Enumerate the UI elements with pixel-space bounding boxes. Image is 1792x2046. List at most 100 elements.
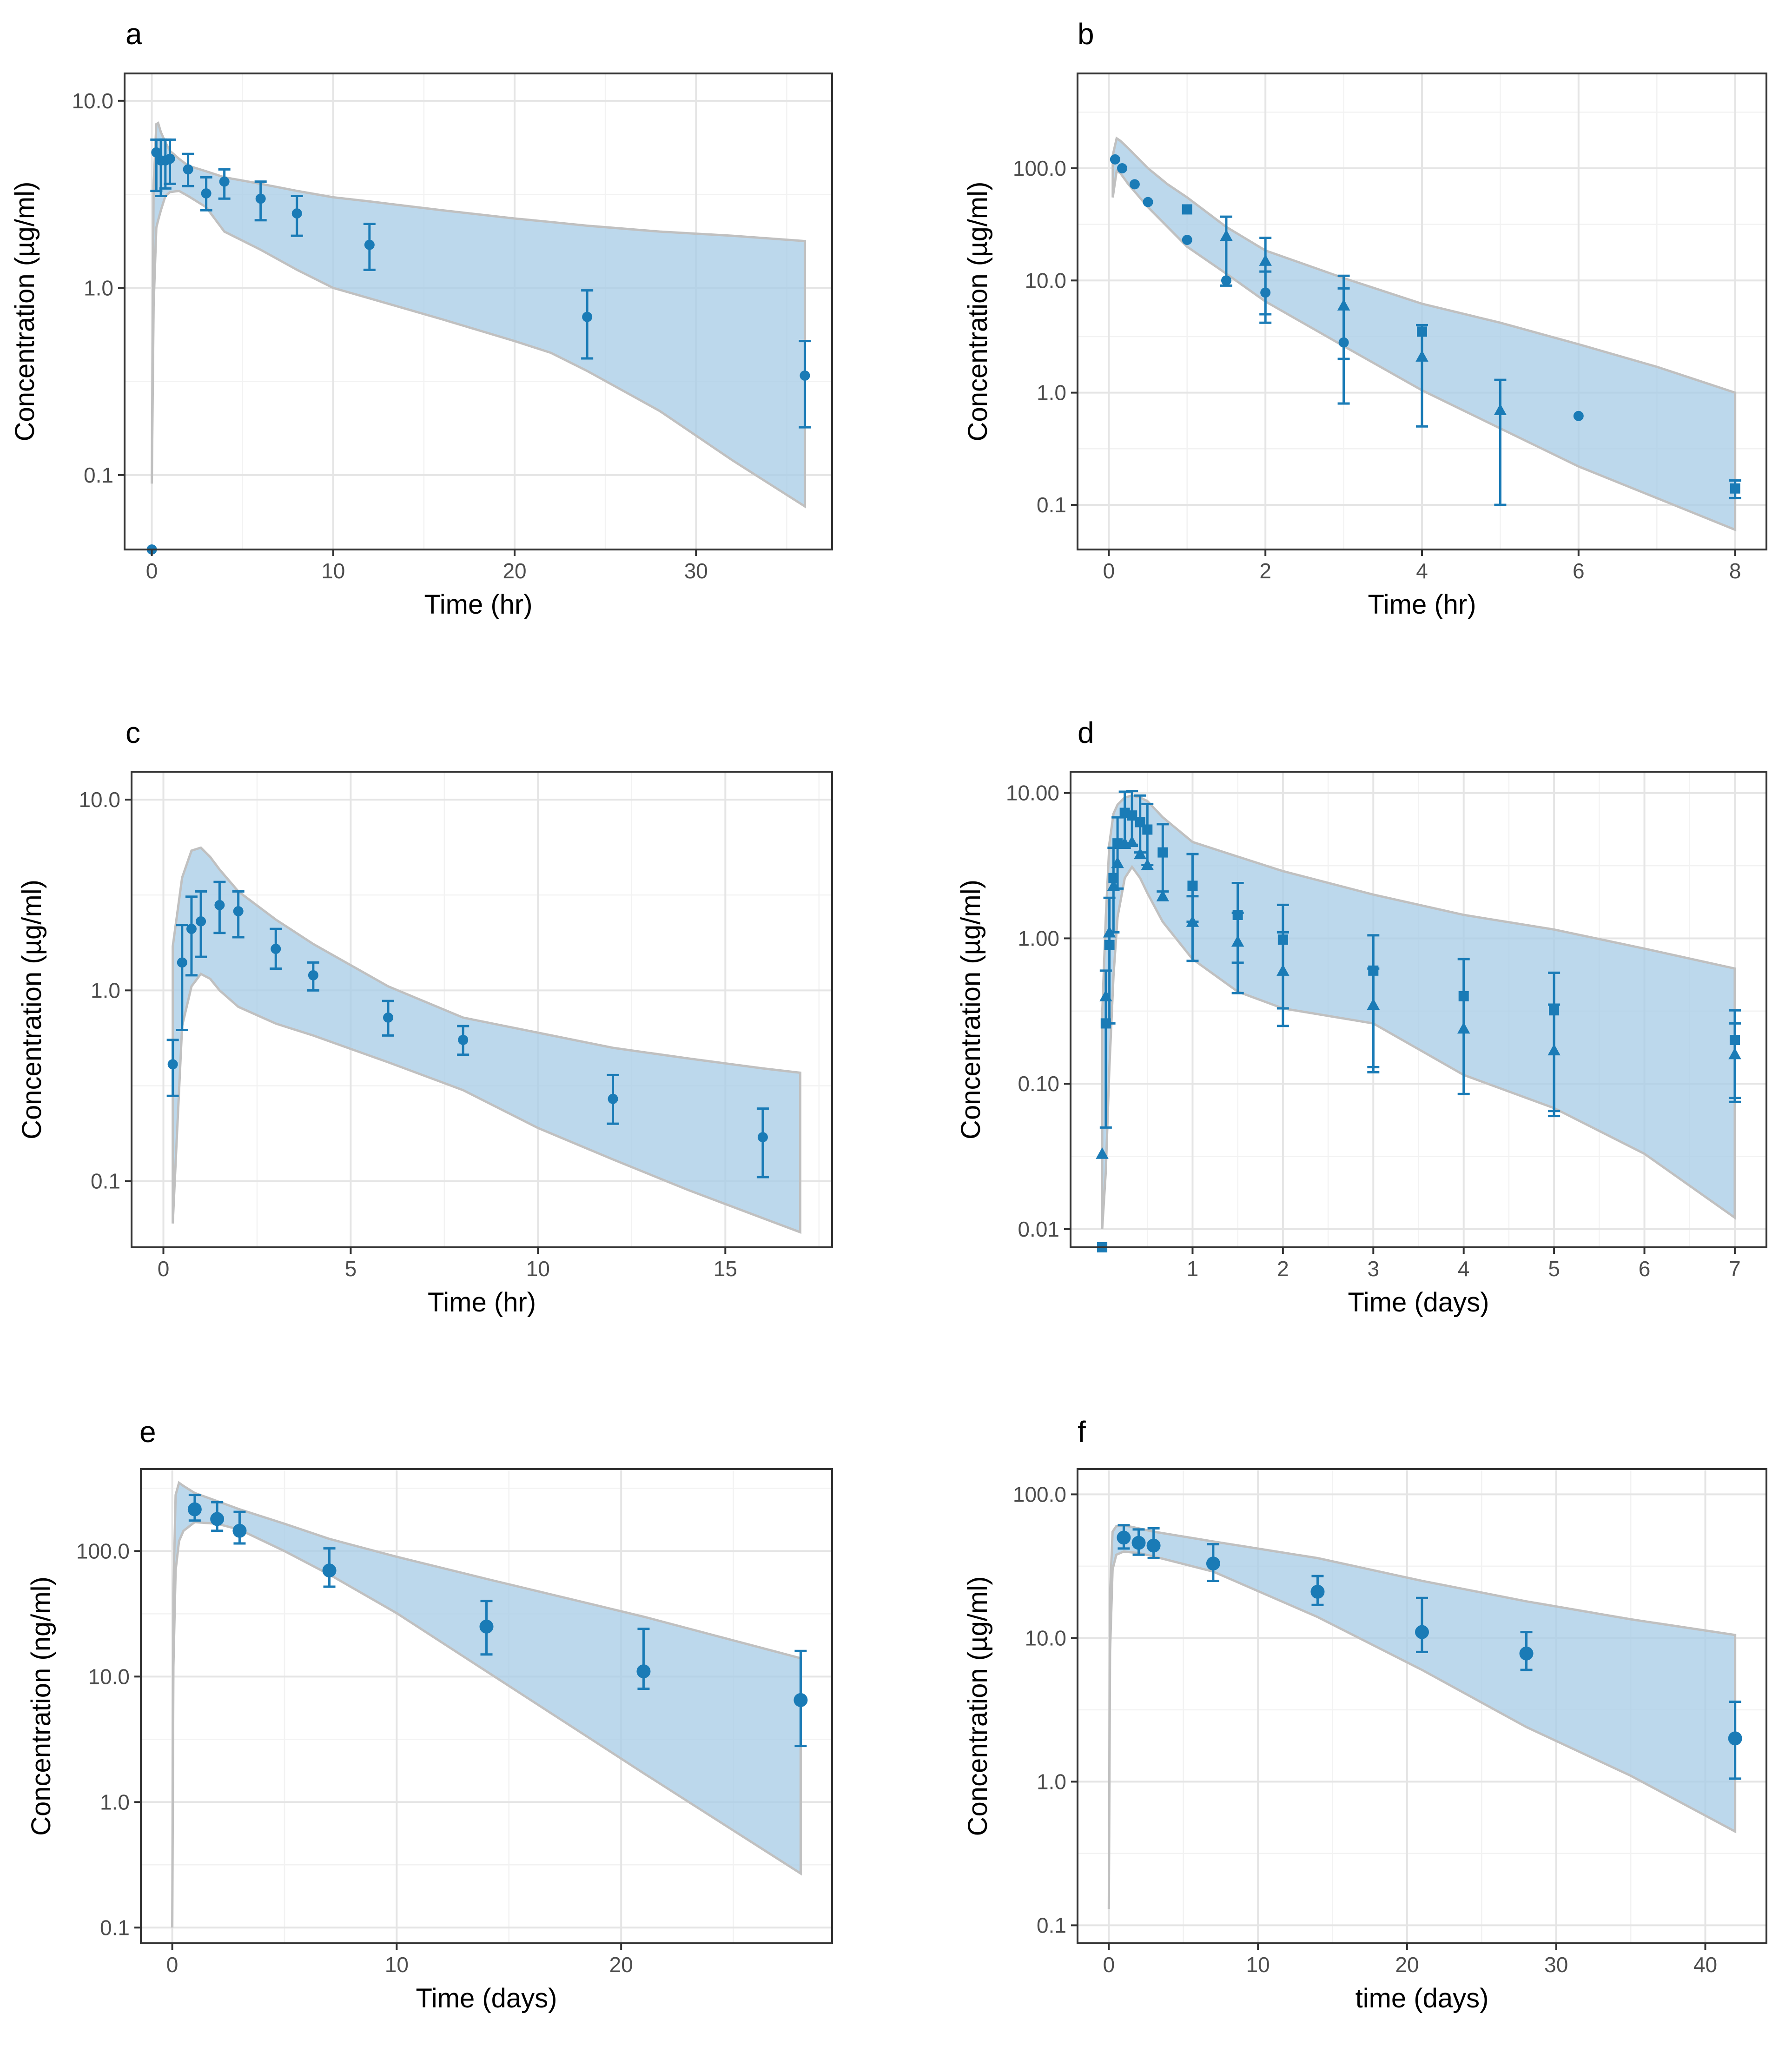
panel-a: 0 10 20 30 0.1 1.0 10.0 Time (hr) Concentration …: [10, 17, 833, 620]
data-point: [232, 1523, 247, 1538]
x-tick-label: 20: [503, 559, 526, 583]
data-point: [1519, 1646, 1534, 1661]
y-tick-label: 100.0: [1013, 1482, 1066, 1506]
data-point: [322, 1563, 337, 1578]
data-point: [1415, 1625, 1429, 1639]
panel-b: 0 2 4 6 8 0.1 1.0 10.0 100.0 Time (hr) Concentrati…: [963, 17, 1767, 620]
x-tick-label: 20: [1395, 1953, 1419, 1977]
x-tick-label: 5: [1548, 1257, 1560, 1281]
data-point: [151, 147, 162, 158]
data-point: [1206, 1556, 1220, 1571]
y-tick-label: 1.0: [100, 1790, 130, 1814]
data-point-square: [1127, 810, 1137, 821]
y-tick-label: 0.10: [1018, 1072, 1059, 1096]
x-tick-label: 4: [1458, 1257, 1470, 1281]
data-point: [794, 1693, 808, 1707]
data-point-square: [1108, 873, 1119, 883]
y-tick-label: 1.0: [84, 276, 113, 300]
data-point-square: [1458, 991, 1469, 1001]
panel-d: 1 2 3 4 5 6 7 0.01 0.10 1.00 10.00 Time (days) Conce…: [956, 716, 1767, 1318]
x-tick-label: 30: [1544, 1953, 1568, 1977]
y-axis-title: Concentration (µg/ml): [10, 182, 40, 442]
panel-label: a: [126, 17, 142, 51]
x-axis-title: time (days): [1356, 1983, 1489, 2013]
prediction-interval-band: [172, 846, 801, 1234]
x-tick-label: 15: [714, 1257, 737, 1281]
data-point-triangle: [1107, 879, 1120, 891]
data-point-triangle: [1547, 1044, 1561, 1056]
data-point: [196, 916, 206, 927]
data-point: [1131, 1536, 1146, 1550]
data-point: [636, 1664, 651, 1679]
y-tick-label: 1.0: [1037, 1769, 1066, 1794]
data-point: [308, 970, 318, 980]
data-point: [1110, 154, 1120, 165]
data-point: [479, 1619, 494, 1634]
x-tick-label: 0: [146, 559, 158, 583]
data-point-square: [1157, 847, 1168, 858]
x-tick-label: 7: [1729, 1257, 1741, 1281]
x-tick-label: 1: [1187, 1257, 1199, 1281]
x-tick-label: 0: [158, 1257, 170, 1281]
y-tick-label: 100.0: [1013, 156, 1066, 180]
data-point: [364, 239, 375, 250]
x-tick-label: 8: [1729, 559, 1741, 583]
y-tick-label: 10.0: [1025, 268, 1066, 292]
data-point-square: [1182, 204, 1192, 215]
data-point-triangle: [1259, 254, 1272, 266]
y-axis-title: Concentration (ng/ml): [26, 1576, 56, 1836]
panel-label: b: [1078, 17, 1094, 51]
x-axis-title: Time (hr): [424, 589, 532, 620]
data-point-triangle: [1186, 915, 1199, 927]
x-tick-label: 0: [1103, 559, 1115, 583]
y-axis-title: Concentration (µg/ml): [963, 1576, 993, 1836]
y-tick-label: 0.1: [1037, 1913, 1066, 1937]
data-point-triangle: [1457, 1022, 1470, 1034]
data-point: [608, 1093, 618, 1104]
data-point: [165, 153, 175, 164]
plot-frame: [1077, 1468, 1767, 1944]
data-point-triangle: [1337, 299, 1350, 311]
panel-label: e: [139, 1415, 156, 1449]
data-point-square: [1142, 824, 1153, 835]
data-point: [233, 906, 244, 917]
data-point-triangle: [1141, 858, 1154, 870]
plot-frame: [124, 73, 833, 550]
data-point: [291, 208, 302, 219]
data-point-square: [1104, 940, 1115, 950]
data-point: [800, 370, 810, 381]
y-tick-label: 10.0: [88, 1664, 130, 1688]
data-point: [1117, 1530, 1131, 1545]
plot-frame: [1070, 771, 1767, 1248]
y-axis-title: Concentration (µg/ml): [17, 880, 47, 1139]
y-tick-label: 0.01: [1018, 1217, 1059, 1241]
data-point-triangle: [1103, 926, 1116, 938]
y-tick-label: 10.00: [1006, 781, 1059, 805]
data-point: [1310, 1584, 1325, 1599]
x-tick-label: 20: [609, 1953, 633, 1977]
y-tick-label: 10.0: [72, 89, 113, 113]
panel-e: 0 10 20 0.1 1.0 10.0 100.0 Time (days) Concentra…: [26, 1415, 833, 2013]
data-point-triangle: [1494, 404, 1507, 416]
x-axis-title: Time (hr): [428, 1287, 536, 1318]
x-tick-label: 0: [1103, 1953, 1115, 1977]
data-point-triangle: [1728, 1047, 1741, 1059]
data-point: [383, 1012, 394, 1023]
x-tick-label: 6: [1573, 559, 1585, 583]
plot-frame: [131, 771, 833, 1248]
data-point-square: [1187, 881, 1198, 891]
x-axis-title: Time (days): [416, 1983, 557, 2013]
data-point: [1146, 1538, 1161, 1553]
data-point: [1129, 179, 1140, 190]
data-point-triangle: [1111, 856, 1124, 868]
x-axis-title: Time (hr): [1368, 589, 1476, 620]
data-point: [201, 188, 212, 199]
data-point-triangle: [1133, 848, 1147, 860]
x-axis-title: Time (days): [1348, 1287, 1489, 1318]
plot-frame: [140, 1468, 833, 1944]
y-tick-label: 1.0: [1037, 381, 1066, 405]
data-point-triangle: [1099, 990, 1112, 1001]
data-point-triangle: [1156, 889, 1170, 901]
data-point: [186, 924, 197, 934]
x-tick-label: 30: [684, 559, 708, 583]
